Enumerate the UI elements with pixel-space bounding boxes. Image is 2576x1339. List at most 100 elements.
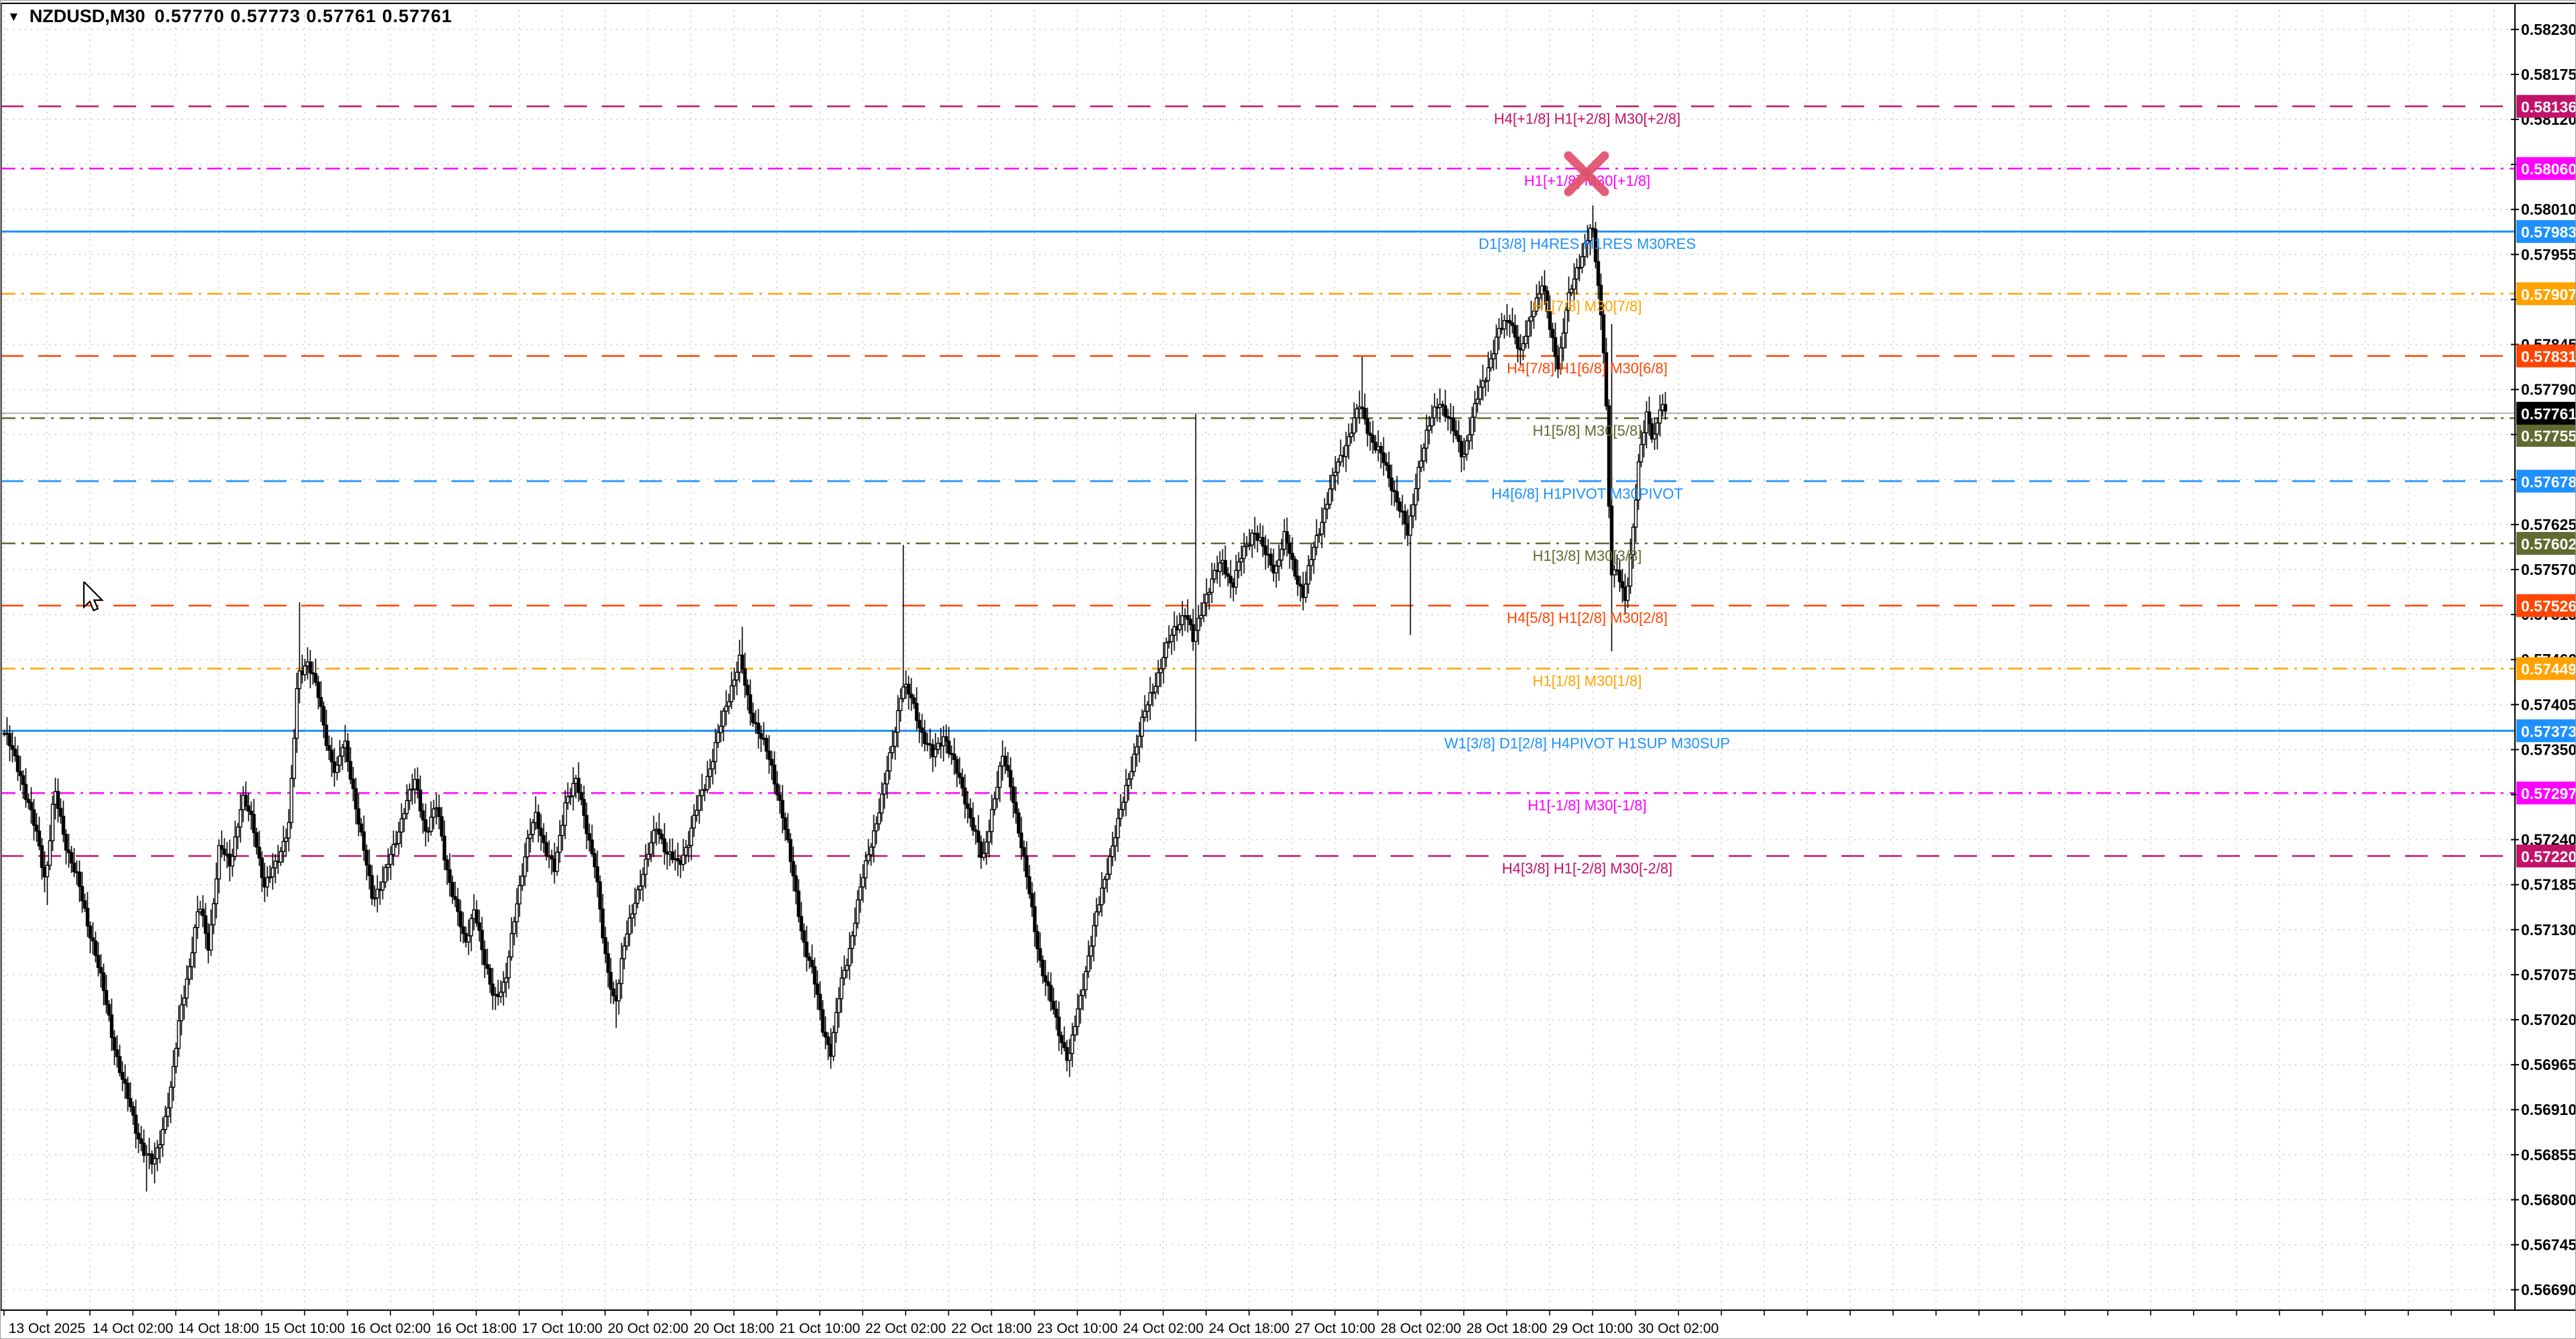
candle-body — [965, 803, 970, 809]
candle-body — [732, 679, 737, 687]
candle-body — [1038, 948, 1042, 961]
price-tick-label: 0.57570 — [2521, 561, 2576, 578]
candle-body — [372, 897, 377, 900]
symbol-dropdown-icon[interactable]: ▼ — [7, 10, 20, 24]
candle-body — [249, 810, 254, 815]
candle-body — [407, 789, 412, 802]
candle-body — [995, 786, 1000, 800]
candle-body — [386, 863, 390, 868]
level-label: H1[-1/8] M30[-1/8] — [1527, 797, 1646, 814]
candle-body — [131, 1106, 136, 1116]
level-axis-box — [2516, 95, 2575, 118]
candle-body — [139, 1138, 144, 1144]
candle-body — [1349, 432, 1354, 437]
candle-body — [1510, 322, 1515, 326]
candle-body — [984, 841, 989, 854]
candle-body — [697, 795, 702, 811]
candle-body — [50, 804, 55, 841]
candle-body — [394, 843, 398, 845]
candle-body — [587, 833, 592, 841]
candle-body — [802, 930, 806, 943]
candle-body — [1169, 635, 1174, 643]
candle-body — [1478, 386, 1483, 400]
candle-body — [912, 697, 916, 704]
candle-body — [104, 989, 109, 1006]
candle-body — [1652, 433, 1657, 440]
candle-body — [270, 867, 275, 877]
candle-body — [34, 824, 39, 832]
candle-body — [598, 881, 602, 910]
candle-body — [536, 812, 541, 829]
candle-body — [756, 722, 761, 734]
candle-body — [686, 845, 691, 849]
candle-body — [1234, 570, 1238, 588]
candle-body — [91, 937, 95, 942]
candle-body — [1481, 380, 1485, 388]
candle-body — [1210, 578, 1214, 593]
candle-body — [823, 1031, 828, 1038]
price-tick-label: 0.57185 — [2521, 876, 2576, 894]
candle-body — [423, 819, 428, 832]
candle-body — [560, 824, 565, 837]
candle-body — [56, 791, 60, 809]
candle-body — [469, 918, 474, 936]
candle-body — [1274, 566, 1279, 574]
level-label: H4[3/8] H1[-2/8] M30[-2/8] — [1502, 860, 1672, 877]
candle-body — [429, 816, 433, 832]
candle-body — [1446, 416, 1450, 419]
candle-body — [69, 852, 74, 864]
candle-body — [1306, 565, 1311, 585]
candle-body — [362, 831, 366, 851]
level-axis-box — [2516, 531, 2575, 555]
candle-body — [101, 972, 106, 992]
candle-body — [528, 834, 533, 839]
level-label: H4[+1/8] H1[+2/8] M30[+2/8] — [1494, 111, 1680, 127]
candle-body — [582, 799, 586, 816]
candle-body — [48, 840, 52, 866]
candle-body — [1475, 398, 1480, 405]
candle-body — [1368, 433, 1373, 436]
candle-body — [1134, 746, 1139, 755]
candle-body — [18, 771, 23, 777]
price-tick-label: 0.57790 — [2521, 381, 2576, 398]
candle-body — [193, 926, 197, 954]
candle-body — [286, 822, 291, 839]
level-axis-box — [2516, 657, 2575, 680]
candle-body — [1242, 545, 1246, 559]
candle-body — [1145, 704, 1150, 712]
candle-body — [1035, 930, 1040, 949]
candle-body — [1413, 488, 1418, 506]
candle-body — [791, 861, 796, 877]
candle-body — [651, 830, 656, 843]
time-tick-label: 14 Oct 18:00 — [178, 1321, 259, 1336]
candle-body — [1043, 975, 1048, 983]
candle-body — [557, 835, 562, 853]
time-tick-label: 28 Oct 02:00 — [1381, 1321, 1461, 1336]
price-tick-label: 0.57405 — [2521, 696, 2576, 713]
level-label: H1[3/8] M30[3/8] — [1533, 547, 1642, 564]
candle-body — [713, 742, 718, 762]
candle-body — [786, 828, 790, 841]
candle-body — [235, 826, 240, 838]
candle-body — [595, 866, 600, 883]
candle-body — [1526, 320, 1531, 337]
candle-body — [780, 800, 785, 818]
candle-body — [1572, 278, 1576, 290]
level-label: D1[3/8] H4RES H1RES M30RES — [1479, 235, 1696, 252]
candle-body — [549, 855, 554, 860]
candle-body — [1553, 337, 1558, 358]
candle-body — [252, 814, 256, 833]
price-tick-label: 0.57130 — [2521, 921, 2576, 939]
level-axis-box — [2516, 344, 2575, 368]
candle-body — [571, 783, 576, 797]
time-tick-label: 14 Oct 02:00 — [93, 1321, 173, 1336]
time-tick-label: 16 Oct 02:00 — [350, 1321, 431, 1336]
time-tick-label: 21 Oct 10:00 — [780, 1321, 860, 1336]
candle-body — [1507, 320, 1512, 324]
candle-body — [1472, 403, 1477, 418]
candle-body — [1371, 435, 1375, 443]
candle-body — [313, 673, 318, 683]
candle-body — [1250, 532, 1254, 546]
candle-body — [136, 1132, 141, 1140]
